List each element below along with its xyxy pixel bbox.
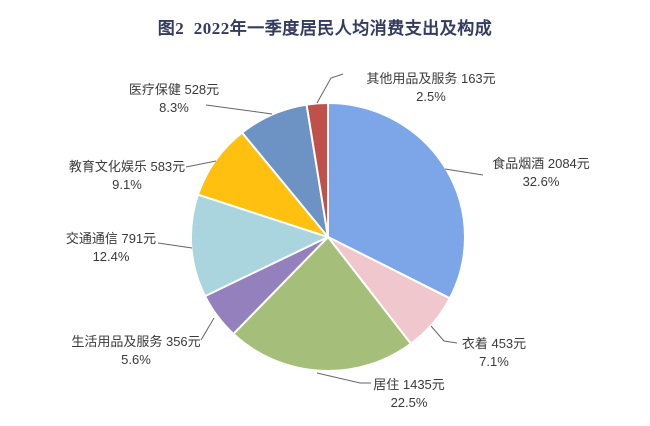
pie-slice-food-tobacco-alcohol bbox=[327, 102, 466, 300]
pie-slice-other-goods-services bbox=[305, 101, 329, 238]
pie-label-text: 食品烟酒 2084元 bbox=[492, 156, 590, 171]
pie-label-pct: 12.4% bbox=[92, 249, 130, 264]
pie-label-text: 衣着 453元 bbox=[461, 336, 527, 351]
pie-slice-transport-communication bbox=[190, 193, 329, 298]
chart-title: 图2 2022年一季度居民人均消费支出及构成 bbox=[157, 19, 493, 38]
pie-label-text: 交通通信 791元 bbox=[65, 231, 157, 246]
pie-slice-housing bbox=[232, 236, 412, 372]
leader-line-education-culture-entertainment bbox=[185, 160, 217, 168]
pie-label-transport-communication: 交通通信 791元 12.4% bbox=[21, 230, 201, 266]
leader-line-household-goods-services bbox=[200, 317, 215, 341]
pie-label-healthcare: 医疗保健 528元 8.3% bbox=[84, 81, 264, 117]
pie-slice-education-culture-entertainment bbox=[197, 131, 329, 238]
pie-label-text: 教育文化娱乐 583元 bbox=[68, 159, 186, 174]
pie-label-text: 居住 1435元 bbox=[373, 377, 445, 392]
pie-label-education-culture-entertainment: 教育文化娱乐 583元 9.1% bbox=[27, 158, 227, 194]
leader-line-transport-communication bbox=[157, 242, 193, 249]
pie-label-text: 医疗保健 528元 bbox=[128, 82, 220, 97]
pie-label-pct: 8.3% bbox=[159, 100, 189, 115]
pie-label-clothing: 衣着 453元 7.1% bbox=[414, 335, 574, 371]
leader-line-other-goods-services bbox=[316, 73, 344, 104]
leader-line-food-tobacco-alcohol bbox=[444, 168, 484, 176]
pie-label-housing: 居住 1435元 22.5% bbox=[329, 376, 489, 412]
leader-line-clothing bbox=[430, 325, 458, 344]
pie-label-pct: 2.5% bbox=[416, 89, 446, 104]
pie-label-food-tobacco-alcohol: 食品烟酒 2084元 32.6% bbox=[451, 155, 631, 191]
pie-label-pct: 32.6% bbox=[522, 174, 560, 189]
pie-label-household-goods-services: 生活用品及服务 356元 5.6% bbox=[36, 333, 236, 369]
leader-line-housing bbox=[316, 372, 371, 384]
leader-line-healthcare bbox=[205, 104, 273, 115]
pie-label-text: 生活用品及服务 356元 bbox=[71, 334, 201, 349]
pie-label-pct: 7.1% bbox=[479, 354, 509, 369]
pie-label-text: 其他用品及服务 163元 bbox=[366, 71, 496, 86]
pie-label-other-goods-services: 其他用品及服务 163元 2.5% bbox=[331, 70, 531, 106]
pie-label-pct: 22.5% bbox=[390, 395, 428, 410]
pie-label-pct: 5.6% bbox=[121, 352, 151, 367]
pie-label-pct: 9.1% bbox=[112, 177, 142, 192]
